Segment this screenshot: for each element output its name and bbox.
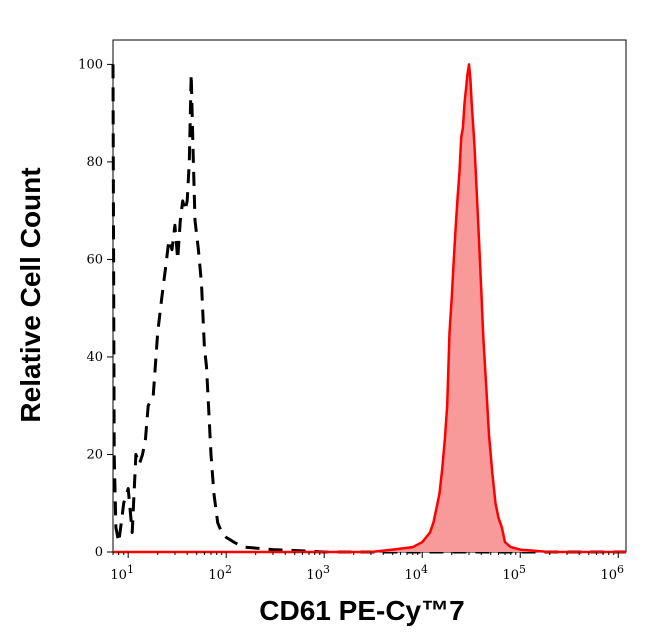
plot-frame — [112, 39, 627, 553]
plot-area — [112, 39, 627, 553]
y-tick-label: 0 — [95, 545, 103, 560]
x-tick-label: 103 — [306, 563, 330, 583]
y-tick-label: 80 — [86, 155, 103, 170]
x-tick-label: 105 — [502, 563, 526, 583]
x-axis-title: CD61 PE-Cy™7 — [259, 595, 464, 626]
x-tick-label: 104 — [404, 563, 428, 583]
x-tick-label: 106 — [600, 563, 624, 583]
series-layer — [111, 63, 626, 554]
y-axis-title: Relative Cell Count — [15, 167, 46, 422]
series-1-fill — [113, 64, 626, 553]
x-tick-label: 101 — [110, 563, 134, 583]
y-tick-label: 60 — [86, 252, 103, 267]
y-tick-label: 40 — [86, 350, 103, 365]
y-tick-label: 20 — [86, 447, 103, 462]
series-0-line — [111, 64, 626, 554]
series-1-line — [113, 63, 626, 554]
x-tick-label: 102 — [208, 563, 232, 583]
y-tick-label: 100 — [78, 57, 103, 72]
